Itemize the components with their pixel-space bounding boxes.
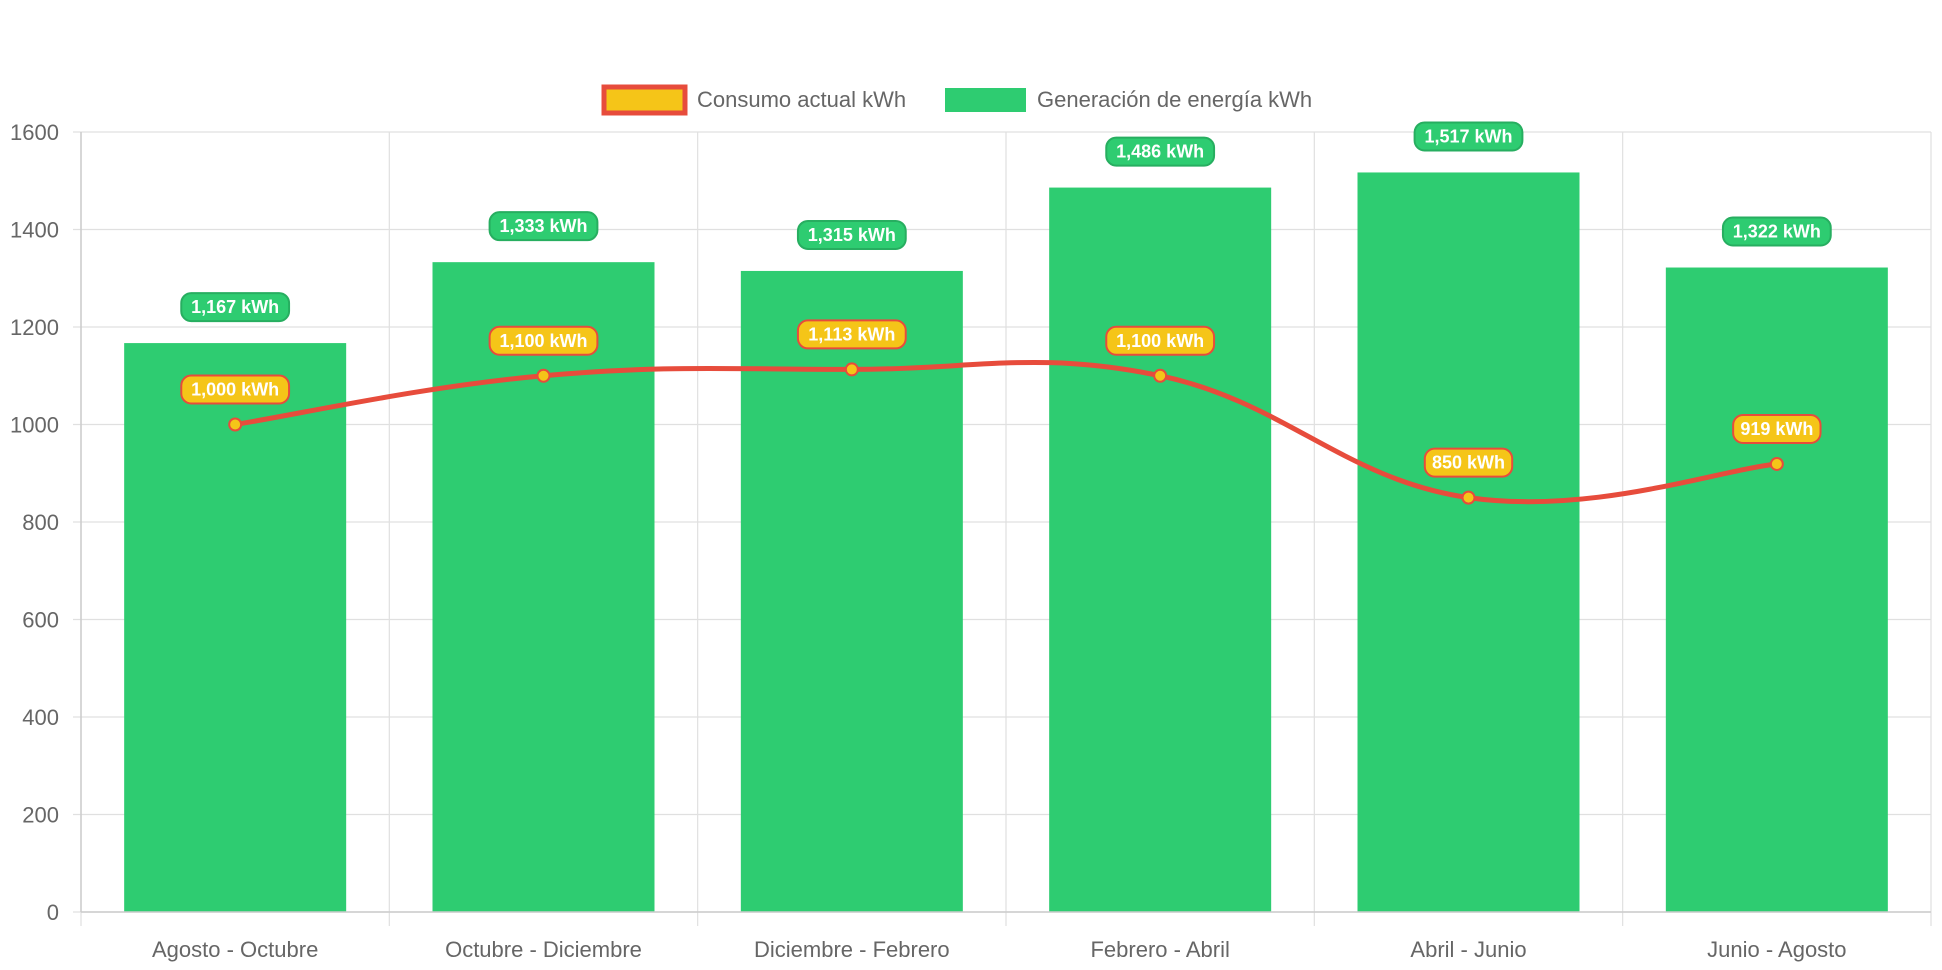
legend: Consumo actual kWh Generación de energía…	[601, 84, 1312, 116]
axes: 0 200 400 600 800 1000 1200 1400 1600 Agosto - Oc…	[10, 120, 1931, 962]
bar-data-label: 1,315 kWh	[808, 225, 896, 245]
bar-data-label-bg	[1105, 136, 1216, 167]
y-tick-label: 400	[22, 705, 59, 730]
consumo-point[interactable]	[1153, 368, 1168, 383]
legend-item-consumo[interactable]: Consumo actual kWh	[601, 84, 906, 116]
bar-generacion[interactable]	[1357, 172, 1580, 912]
bar-data-label-bg	[488, 211, 599, 242]
x-tick-label: Abril - Junio	[1410, 937, 1526, 962]
x-tick-label: Octubre - Diciembre	[445, 937, 642, 962]
y-tick-label: 800	[22, 510, 59, 535]
bar-series	[124, 172, 1888, 913]
y-tick-label: 0	[47, 900, 59, 925]
bar-data-label-bg	[180, 292, 291, 323]
consumo-point[interactable]	[1769, 456, 1784, 471]
legend-label-generacion: Generación de energía kWh	[1037, 87, 1312, 112]
bar-data-label-bg	[1413, 121, 1524, 152]
bar-data-label: 1,322 kWh	[1733, 222, 1821, 242]
bar-data-label-bg	[796, 219, 907, 250]
legend-swatch-consumo	[601, 84, 688, 116]
consumo-line	[234, 359, 1778, 505]
consumo-point[interactable]	[1461, 490, 1476, 505]
y-tick-label: 1200	[10, 315, 59, 340]
line-data-label-bg	[1732, 413, 1822, 444]
line-data-label-bg	[1423, 447, 1514, 478]
line-data-label-bg	[796, 319, 907, 350]
line-series	[228, 359, 1784, 505]
x-tick-label: Junio - Agosto	[1707, 937, 1846, 962]
x-tick-label: Diciembre - Febrero	[754, 937, 950, 962]
line-data-label-bg	[1105, 325, 1216, 356]
consumo-point[interactable]	[228, 417, 243, 432]
bar-generacion[interactable]	[740, 270, 963, 912]
line-data-label: 850 kWh	[1432, 453, 1505, 473]
bar-data-label: 1,167 kWh	[191, 297, 279, 317]
y-tick-label: 1000	[10, 413, 59, 438]
line-data-label: 1,100 kWh	[1116, 331, 1204, 351]
line-data-label-bg	[488, 325, 599, 356]
x-tick-label: Febrero - Abril	[1090, 937, 1229, 962]
y-tick-label: 1400	[10, 218, 59, 243]
bar-generacion[interactable]	[124, 343, 347, 912]
bar-generacion[interactable]	[1049, 187, 1272, 912]
bar-data-label: 1,333 kWh	[499, 216, 587, 236]
x-tick-label: Agosto - Octubre	[152, 937, 318, 962]
bar-data-label-bg	[1721, 216, 1832, 247]
y-tick-label: 200	[22, 803, 59, 828]
line-data-label: 1,100 kWh	[499, 331, 587, 351]
grid-lines	[73, 131, 1932, 926]
bar-generacion[interactable]	[1665, 267, 1888, 912]
legend-label-consumo: Consumo actual kWh	[697, 87, 906, 112]
consumo-point[interactable]	[844, 362, 859, 377]
legend-swatch-generacion	[945, 88, 1026, 112]
line-data-label: 1,000 kWh	[191, 380, 279, 400]
bar-generacion[interactable]	[432, 262, 655, 913]
data-labels: 1,167 kWh 1,333 kWh 1,315 kWh 1,486 kWh 1,51…	[180, 121, 1832, 478]
line-data-label: 919 kWh	[1740, 419, 1813, 439]
legend-item-generacion[interactable]: Generación de energía kWh	[945, 87, 1312, 112]
y-tick-label: 1600	[10, 120, 59, 145]
line-data-label: 1,113 kWh	[808, 324, 895, 344]
line-data-label-bg	[180, 374, 291, 405]
consumo-point[interactable]	[536, 368, 551, 383]
bar-data-label: 1,486 kWh	[1116, 142, 1204, 162]
bar-data-label: 1,517 kWh	[1424, 126, 1512, 146]
y-tick-label: 600	[22, 608, 59, 633]
